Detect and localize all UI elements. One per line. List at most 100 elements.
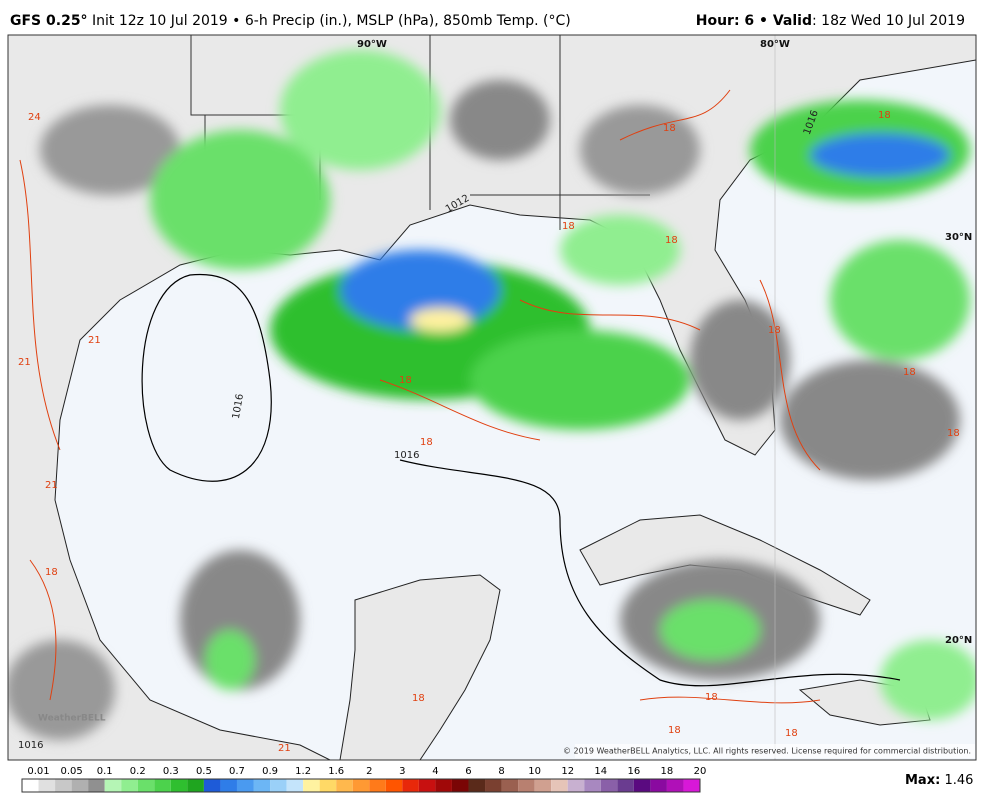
colorbar-swatch [451,779,469,792]
colorbar-swatch [55,779,72,792]
isotherm-label: 18 [878,110,891,121]
colorbar-swatch [369,779,386,792]
colorbar-swatch [303,779,320,792]
colorbar: 0.01 0.05 0.1 0.2 0.3 0.5 0.7 0.9 1.2 1.6 2 3 4 6 8 10 1… [21,766,707,793]
colorbar-tick-label: 1.6 [328,766,344,777]
colorbar-tick-label: 0.05 [60,766,82,777]
colorbar-swatch [38,779,56,792]
colorbar-tick-label: 10 [528,766,541,777]
colorbar-tick-label: 0.01 [27,766,49,777]
colorbar-swatch [286,779,304,792]
isotherm-label: 24 [28,112,41,123]
colorbar-frame [21,778,701,793]
isotherm-label: 18 [668,725,681,736]
yucatan [339,574,501,760]
colorbar-swatch [518,779,535,792]
copyright-bg [575,744,975,758]
max: Max: 1.46 [905,773,973,788]
colorbar-swatch [236,779,254,792]
colorbar-tick-label: 0.3 [163,766,179,777]
colorbar-tick-label: 0.5 [196,766,212,777]
colorbar-swatch [336,779,353,792]
isotherm-label: 21 [45,480,58,491]
colorbar-tick-label: 3 [399,766,405,777]
grid-label: 30°N [945,232,972,243]
colorbar-swatch [468,779,486,792]
description: Init 12z 10 Jul 2019 • 6-h Precip (in.),… [92,13,571,29]
isotherm-label: 18 [399,375,412,386]
colorbar-tick-label: 20 [694,766,707,777]
colorbar-tick-label: 1.2 [295,766,311,777]
colorbar-swatch [650,779,667,792]
colorbar-swatch [551,779,568,792]
isotherm-label: 18 [412,693,425,704]
colorbar-swatch [683,779,700,792]
colorbar-swatch [121,779,138,792]
isotherm-label: 18 [420,437,433,448]
isotherm-label: 18 [903,367,916,378]
colorbar-swatch [485,779,502,792]
colorbar-swatch [633,779,651,792]
isobar-label: 1016 [18,740,43,751]
isobars [141,273,901,687]
map: 90°W 80°W 30°N 20°N 1016 1016 1012 1016 … [8,35,976,760]
isobar-label: 1016 [394,450,419,461]
header-left: GFS 0.25° Init 12z 10 Jul 2019 • 6-h Pre… [10,13,571,29]
colorbar-swatch [22,779,39,792]
colorbar-swatch [567,779,585,792]
colorbar-swatch [88,779,105,792]
colorbar-swatch [385,779,403,792]
colorbar-tick-label: 12 [561,766,574,777]
model: GFS 0.25° [10,13,88,29]
isotherm-label: 18 [663,123,676,134]
colorbar-swatch [170,779,188,792]
precip [8,50,976,740]
isotherm-label: 18 [665,235,678,246]
grid-label: 20°N [945,635,972,646]
colorbar-tick-label: 0.7 [229,766,245,777]
colorbar-tick-label: 16 [627,766,640,777]
header-right: Hour: 6 • Valid: 18z Wed 10 Jul 2019 [696,13,965,29]
colorbar-tick-label: 18 [661,766,674,777]
colorbar-swatch [352,779,370,792]
colorbar-swatch [584,779,601,792]
colorbar-tick-label: 0.2 [130,766,146,777]
max-label: Max: [905,773,940,788]
colorbar-swatch [203,779,221,792]
valid-time: : 18z Wed 10 Jul 2019 [812,13,965,29]
hour-valid: Hour: 6 • Valid [696,13,812,29]
grid-label: 90°W [357,39,387,50]
colorbar-swatch [600,779,618,792]
logo: WeatherBELL [38,714,106,724]
colorbar-swatch [270,779,287,792]
isotherm-label: 21 [18,357,31,368]
isotherm-label: 18 [785,728,798,739]
isotherm-label: 18 [768,325,781,336]
colorbar-tick-label: 14 [594,766,607,777]
isotherm-label: 18 [947,428,960,439]
isotherm-label: 18 [705,692,718,703]
colorbar-swatch [617,779,634,792]
colorbar-swatch [418,779,436,792]
isotherm-label: 18 [45,567,58,578]
map-frame [7,34,977,761]
grid-label: 80°W [760,39,790,50]
colorbar-swatch [666,779,684,792]
colorbar-swatch [534,779,552,792]
copyright: © 2019 WeatherBELL Analytics, LLC. All r… [563,747,971,756]
isotherm-label: 21 [88,335,101,346]
colorbar-swatch [187,779,204,792]
isotherm-label: 21 [278,743,291,754]
colorbar-swatch [220,779,237,792]
isotherm-label: 18 [562,221,575,232]
colorbar-swatch [435,779,452,792]
colorbar-swatch [137,779,155,792]
colorbar-swatch [104,779,122,792]
colorbar-swatch [319,779,337,792]
colorbar-swatch [154,779,171,792]
isotherms [19,89,821,704]
colorbar-swatch [71,779,89,792]
colorbar-tick-label: 4 [432,766,438,777]
